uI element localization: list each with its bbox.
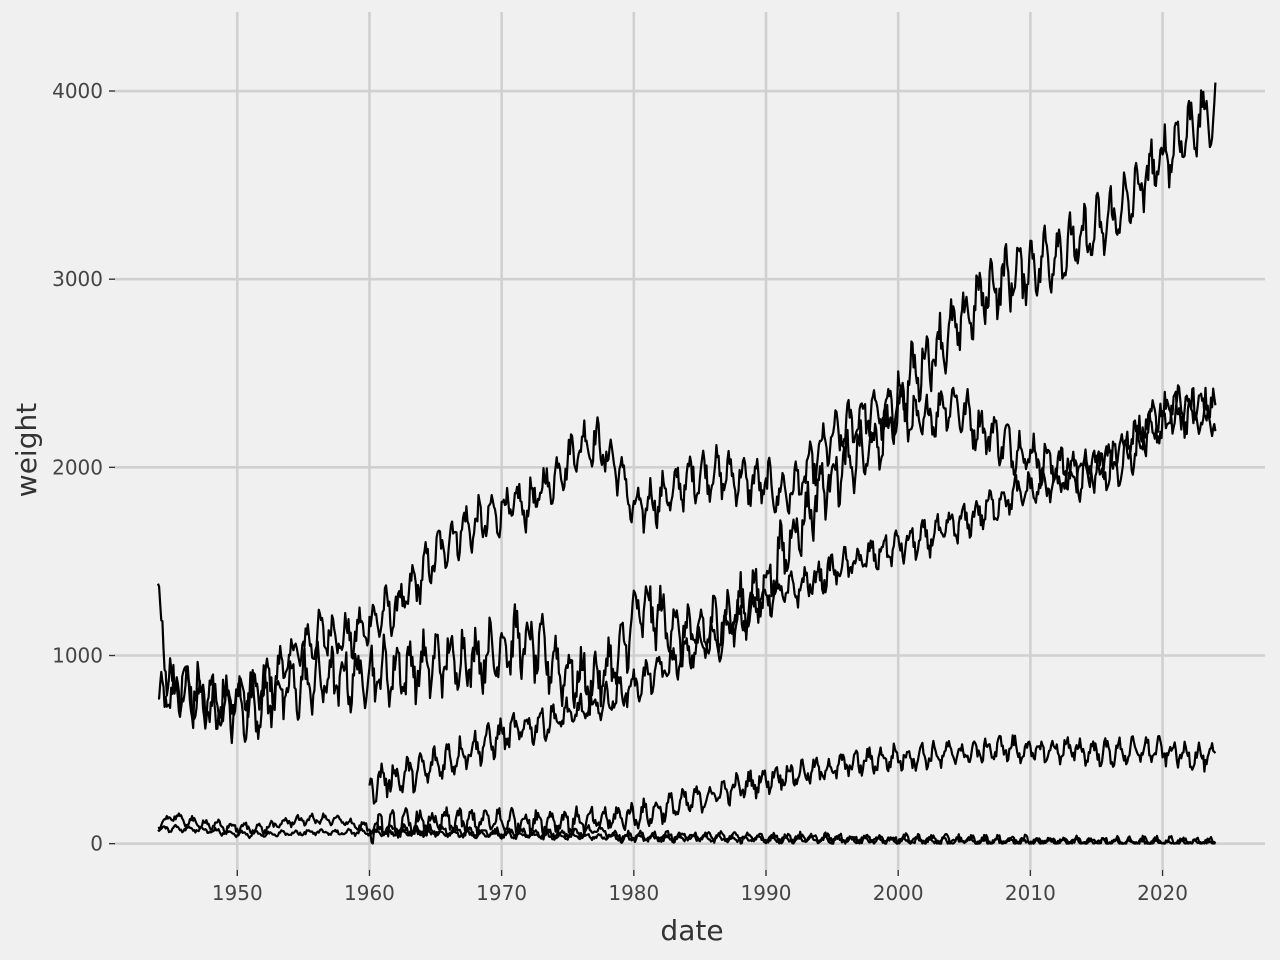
y-tick-label: 0 bbox=[90, 832, 103, 856]
x-tick-label: 1980 bbox=[608, 881, 659, 905]
y-tick-label: 3000 bbox=[52, 267, 103, 291]
x-tick-label: 2020 bbox=[1137, 881, 1188, 905]
x-tick-labels: 1950 1960 1970 1980 1990 2000 2010 2020 bbox=[212, 870, 1188, 905]
series-line-3 bbox=[368, 387, 1217, 805]
x-tick-label: 2010 bbox=[1005, 881, 1056, 905]
series-line-2 bbox=[156, 82, 1217, 745]
y-tick-labels: 0 1000 2000 3000 4000 bbox=[52, 79, 115, 856]
x-tick-label: 1990 bbox=[741, 881, 792, 905]
series-line-6 bbox=[157, 823, 1216, 845]
y-axis-title: weight bbox=[10, 403, 43, 497]
x-tick-label: 1950 bbox=[212, 881, 263, 905]
x-axis-title: date bbox=[660, 914, 723, 947]
series-line-1 bbox=[157, 384, 1217, 724]
x-tick-label: 1970 bbox=[476, 881, 527, 905]
y-tick-label: 2000 bbox=[52, 455, 103, 479]
grid-lines bbox=[115, 12, 1265, 870]
y-tick-label: 1000 bbox=[52, 644, 103, 668]
x-tick-label: 1960 bbox=[344, 881, 395, 905]
x-tick-label: 2000 bbox=[873, 881, 924, 905]
series-line-4 bbox=[368, 734, 1217, 845]
series-layer bbox=[156, 82, 1217, 845]
series-line-5 bbox=[157, 812, 1217, 845]
y-tick-label: 4000 bbox=[52, 79, 103, 103]
